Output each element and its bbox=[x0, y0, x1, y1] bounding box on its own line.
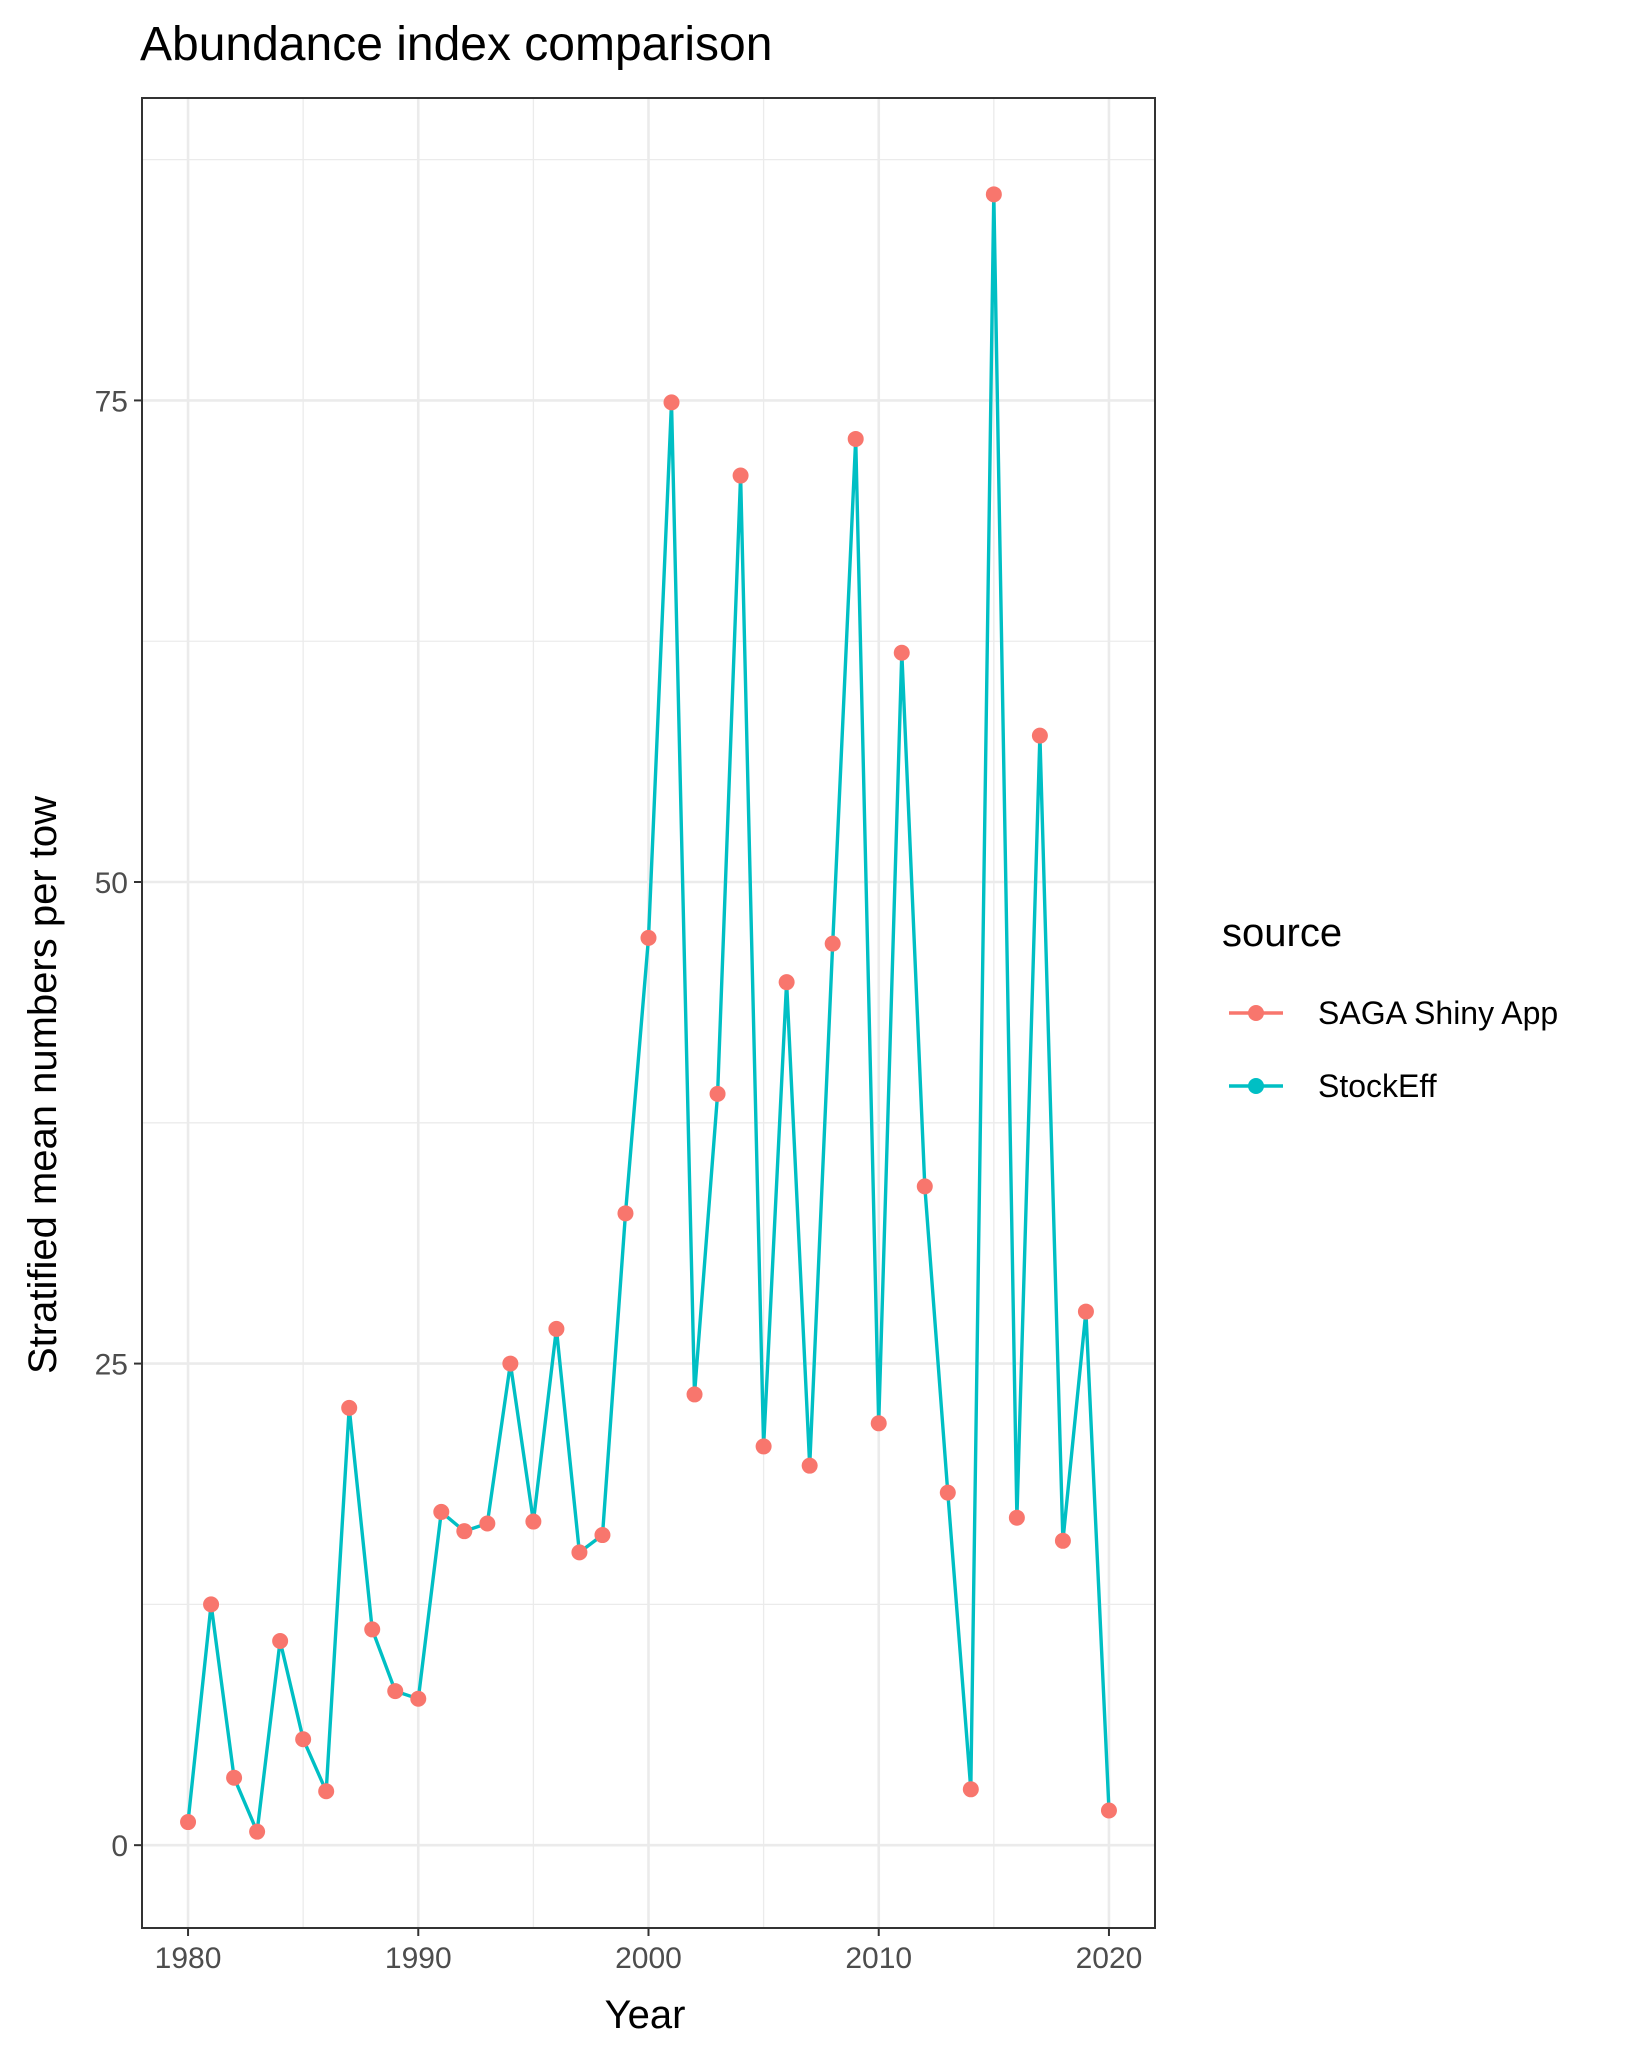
legend-title: source bbox=[1222, 911, 1342, 955]
data-point bbox=[916, 1178, 933, 1195]
data-point bbox=[571, 1544, 588, 1561]
y-axis-title: Stratified mean numbers per tow bbox=[21, 796, 65, 1374]
data-point bbox=[686, 1386, 703, 1403]
data-point bbox=[387, 1683, 404, 1700]
data-point bbox=[1031, 727, 1048, 744]
data-point bbox=[663, 394, 680, 411]
chart-title: Abundance index comparison bbox=[140, 18, 772, 71]
data-point bbox=[870, 1415, 887, 1432]
data-point bbox=[502, 1355, 519, 1372]
y-tick-label: 50 bbox=[95, 867, 128, 900]
x-tick-label: 2010 bbox=[845, 1942, 912, 1975]
data-point bbox=[778, 974, 795, 991]
data-point bbox=[364, 1621, 381, 1638]
data-point bbox=[640, 929, 657, 946]
data-point bbox=[249, 1823, 266, 1840]
data-point bbox=[1008, 1509, 1025, 1526]
data-point bbox=[203, 1596, 220, 1613]
data-point bbox=[962, 1781, 979, 1798]
x-tick-label: 1980 bbox=[155, 1942, 222, 1975]
data-point bbox=[801, 1457, 818, 1474]
legend-label: StockEff bbox=[1318, 1068, 1437, 1104]
data-point bbox=[272, 1632, 289, 1649]
x-tick-label: 1990 bbox=[385, 1942, 452, 1975]
data-point bbox=[479, 1515, 496, 1532]
data-point bbox=[617, 1205, 634, 1222]
legend: source SAGA Shiny App StockEff bbox=[1222, 911, 1558, 1104]
y-tick-label: 0 bbox=[111, 1830, 128, 1863]
data-point bbox=[939, 1484, 956, 1501]
y-tick-label: 25 bbox=[95, 1349, 128, 1382]
data-point bbox=[1077, 1303, 1094, 1320]
data-point bbox=[594, 1527, 611, 1544]
y-tick-label: 75 bbox=[95, 385, 128, 418]
legend-key-point bbox=[1248, 1078, 1264, 1094]
data-point bbox=[732, 467, 749, 484]
x-axis-title: Year bbox=[605, 1993, 686, 2037]
data-point bbox=[341, 1399, 358, 1416]
data-point bbox=[847, 430, 864, 447]
data-point bbox=[456, 1523, 473, 1540]
data-point bbox=[1100, 1802, 1117, 1819]
data-point bbox=[709, 1085, 726, 1102]
data-point bbox=[1054, 1532, 1071, 1549]
data-point bbox=[180, 1814, 197, 1831]
plot-area: 1980 1990 2000 2010 2020 0 25 50 75 bbox=[95, 97, 1156, 1975]
data-point bbox=[525, 1513, 542, 1530]
data-point bbox=[755, 1438, 772, 1455]
data-point bbox=[824, 935, 841, 952]
data-point bbox=[226, 1769, 243, 1786]
data-point bbox=[893, 644, 910, 661]
legend-key-point bbox=[1248, 1005, 1264, 1021]
legend-label: SAGA Shiny App bbox=[1318, 995, 1558, 1031]
x-tick-label: 2020 bbox=[1076, 1942, 1143, 1975]
data-point bbox=[548, 1320, 565, 1337]
data-point bbox=[295, 1731, 312, 1748]
data-point bbox=[433, 1503, 450, 1520]
data-point bbox=[985, 186, 1002, 203]
data-point bbox=[318, 1783, 335, 1800]
x-tick-label: 2000 bbox=[615, 1942, 682, 1975]
data-point bbox=[410, 1690, 427, 1707]
